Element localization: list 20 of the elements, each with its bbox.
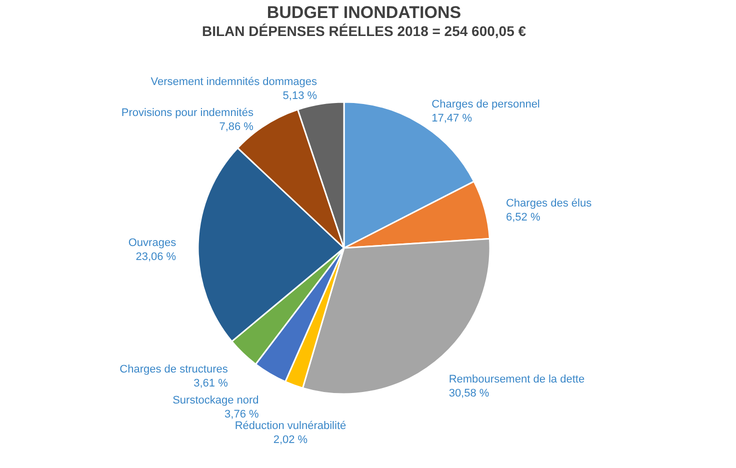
chart-title: BUDGET INONDATIONS bbox=[266, 3, 462, 22]
data-label: 6,52 % bbox=[506, 211, 540, 224]
slice-label: Charges des élus bbox=[506, 197, 592, 210]
data-label: 7,86 % bbox=[219, 121, 254, 134]
slice-label: Versement indemnités dommages bbox=[150, 76, 318, 88]
data-label: 30,58 % bbox=[448, 387, 490, 400]
data-label: 3,61 % bbox=[194, 377, 228, 390]
slice-label: Ouvrages bbox=[128, 236, 177, 249]
data-label: 2,02 % bbox=[273, 434, 308, 446]
slice-label: Charges de structures bbox=[120, 363, 228, 376]
slice-label: Surstockage nord bbox=[172, 394, 259, 406]
data-label: 5,13 % bbox=[282, 90, 318, 102]
slice-label: Réduction vulnérabilité bbox=[234, 420, 346, 432]
data-label: 17,47 % bbox=[432, 112, 472, 125]
slice-label: Remboursement de la dette bbox=[448, 373, 585, 386]
data-label: 23,06 % bbox=[136, 250, 176, 263]
chart-subtitle: BILAN DÉPENSES RÉELLES 2018 = 254 600,05 € bbox=[202, 23, 526, 39]
slice-label: Charges de personnel bbox=[432, 98, 540, 111]
slice-label: Provisions pour indemnités bbox=[121, 107, 254, 120]
data-label: 3,76 % bbox=[224, 408, 260, 420]
